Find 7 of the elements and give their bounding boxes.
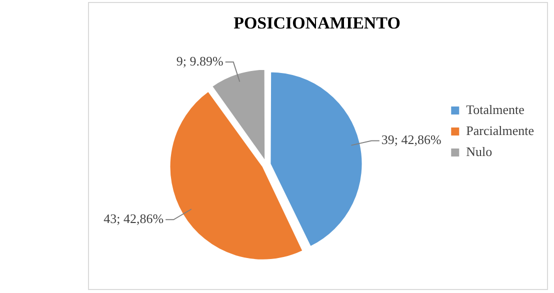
legend-label: Totalmente [466, 102, 525, 117]
legend-label: Nulo [466, 144, 492, 159]
chart-title: POSICIONAMIENTO [234, 14, 400, 33]
legend-label: Parcialmente [466, 122, 534, 138]
data-label: 39; 42,86% [381, 132, 442, 148]
data-label: 43; 42,86% [104, 211, 164, 226]
data-label: 9; 9.89% [176, 53, 224, 68]
